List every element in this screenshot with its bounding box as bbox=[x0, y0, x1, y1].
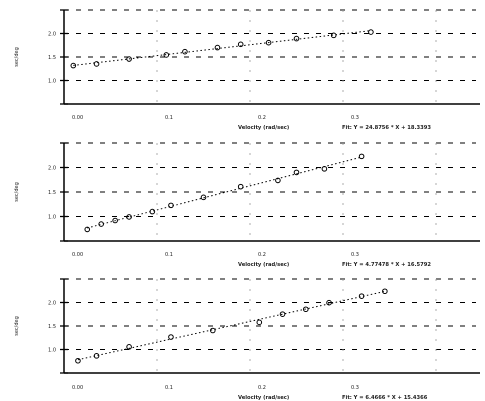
data-point bbox=[126, 214, 132, 220]
data-point bbox=[358, 153, 365, 160]
data-point bbox=[126, 56, 132, 62]
data-point bbox=[265, 39, 272, 46]
x-tick-label: 0.2 bbox=[258, 385, 266, 391]
x-axis-label: Velocity (rad/sec) bbox=[238, 125, 289, 131]
chart-panel-2 bbox=[60, 142, 480, 242]
x-tick-label: 0.1 bbox=[165, 385, 173, 391]
y-tick-label: 1.0 bbox=[48, 348, 56, 354]
data-point bbox=[163, 52, 170, 58]
x-axis-label: Velocity (rad/sec) bbox=[238, 395, 289, 401]
data-point bbox=[275, 177, 281, 184]
fit-equation-label: Fit: Y = 6.4666 * X + 15.4366 bbox=[342, 395, 428, 401]
fit-line bbox=[73, 30, 371, 66]
data-point bbox=[168, 334, 174, 340]
x-axis-label: Velocity (rad/sec) bbox=[238, 262, 289, 268]
y-axis-label: sec/deg bbox=[14, 316, 20, 336]
y-tick-label: 2.0 bbox=[48, 301, 56, 307]
data-point bbox=[182, 48, 188, 55]
data-point bbox=[75, 357, 81, 364]
data-point bbox=[279, 311, 286, 317]
x-tick-label: 0.00 bbox=[72, 252, 83, 258]
x-tick-label: 0.2 bbox=[258, 115, 266, 121]
data-point bbox=[84, 226, 91, 233]
data-point bbox=[321, 166, 328, 172]
data-point bbox=[293, 35, 300, 42]
data-point bbox=[293, 169, 300, 176]
data-point bbox=[256, 319, 263, 326]
data-point bbox=[330, 32, 337, 39]
chart-panel-3 bbox=[60, 278, 480, 374]
y-tick-label: 2.0 bbox=[48, 32, 56, 38]
y-axis-label: sec/deg bbox=[14, 47, 20, 67]
data-point bbox=[126, 344, 132, 350]
chart-panel-1 bbox=[60, 9, 480, 105]
data-point bbox=[98, 221, 104, 227]
x-tick-label: 0.00 bbox=[72, 115, 83, 121]
data-point bbox=[214, 44, 221, 51]
data-point bbox=[149, 208, 156, 215]
data-point bbox=[168, 202, 174, 209]
y-tick-label: 1.0 bbox=[48, 79, 56, 85]
data-point bbox=[200, 194, 207, 201]
data-point bbox=[303, 306, 309, 313]
y-tick-label: 1.0 bbox=[48, 215, 56, 221]
data-point bbox=[382, 288, 388, 295]
x-tick-label: 0.3 bbox=[351, 385, 359, 391]
data-point bbox=[112, 217, 118, 224]
data-point bbox=[93, 61, 100, 67]
y-tick-label: 2.0 bbox=[48, 166, 56, 172]
x-tick-label: 0.1 bbox=[165, 115, 173, 121]
data-point bbox=[237, 183, 244, 190]
x-tick-label: 0.3 bbox=[351, 252, 359, 258]
y-tick-label: 1.5 bbox=[48, 190, 56, 196]
data-point bbox=[358, 293, 365, 299]
y-tick-label: 1.5 bbox=[48, 324, 56, 330]
fit-equation-label: Fit: Y = 4.77478 * X + 16.5792 bbox=[342, 262, 431, 268]
fit-line bbox=[77, 290, 385, 361]
y-tick-label: 1.5 bbox=[48, 55, 56, 61]
fit-equation-label: Fit: Y = 24.8756 * X + 18.3393 bbox=[342, 125, 431, 131]
x-tick-label: 0.2 bbox=[258, 252, 266, 258]
data-point bbox=[70, 62, 77, 69]
data-point bbox=[237, 41, 244, 48]
x-tick-label: 0.3 bbox=[351, 115, 359, 121]
x-tick-label: 0.00 bbox=[72, 385, 83, 391]
fit-line bbox=[87, 156, 362, 229]
data-point bbox=[368, 29, 374, 35]
data-point bbox=[93, 353, 100, 359]
y-axis-label: sec/deg bbox=[14, 182, 20, 202]
data-point bbox=[210, 327, 216, 334]
data-point bbox=[326, 299, 332, 306]
x-tick-label: 0.1 bbox=[165, 252, 173, 258]
